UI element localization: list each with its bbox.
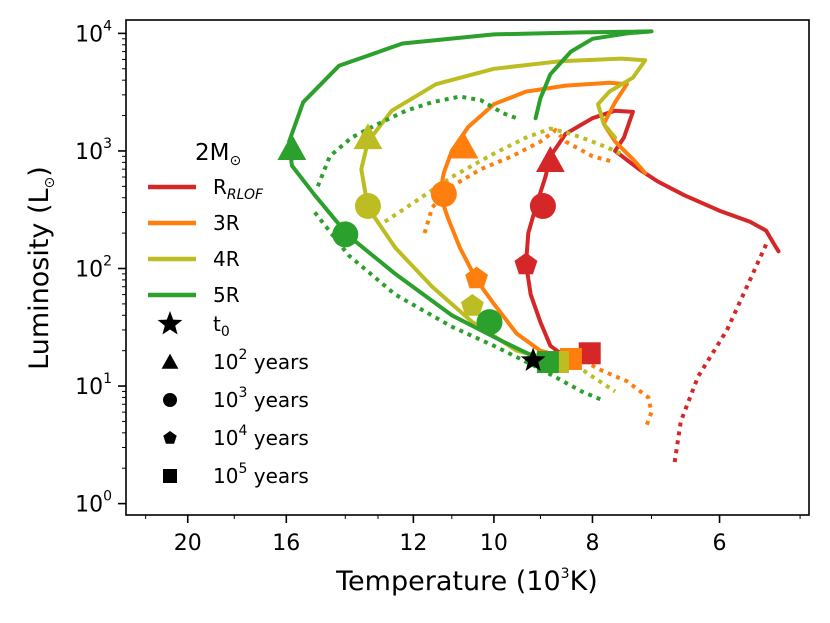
- x-tick-label: 6: [713, 531, 727, 556]
- y-tick-label: 102: [75, 254, 112, 283]
- y-tick-label: 101: [75, 371, 112, 400]
- series-5r-dotted-line: [315, 94, 518, 188]
- legend-square-icon: [163, 469, 177, 483]
- x-tick-label: 8: [585, 531, 599, 556]
- axis-layer: 20 16 12 10 8 6 100 101 102 103 104: [75, 18, 801, 556]
- legend-marker-label: 105 years: [213, 461, 309, 488]
- legend-label: 4R: [213, 247, 240, 271]
- series-4r-circle-marker: [354, 193, 381, 220]
- legend-label: RRLOF: [213, 175, 264, 203]
- series-5r-triangle-marker: [277, 134, 307, 160]
- series-r-rlof-pentagon-marker: [514, 252, 538, 275]
- series-5r-circle-marker: [476, 309, 503, 336]
- legend: 2M⊙ RRLOF 3R 4R 5R t0 102 years 103 years 104 ye…: [148, 140, 309, 488]
- x-tick-label: 16: [272, 531, 300, 556]
- series-5r-solid-line: [287, 29, 654, 365]
- legend-marker-label: 102 years: [213, 347, 309, 374]
- t0-star-marker: [520, 347, 546, 371]
- series-3r-pentagon-marker: [465, 266, 488, 289]
- series-4r-dotted-line: [383, 126, 622, 224]
- x-tick-label: 12: [399, 531, 427, 556]
- legend-marker-label: 104 years: [213, 423, 309, 450]
- legend-label: 3R: [213, 211, 240, 235]
- series-5r-circle-marker: [332, 221, 359, 248]
- series-3r-dotted2-line: [422, 127, 616, 234]
- y-axis-label: Luminosity (L⊙): [24, 166, 58, 370]
- legend-pentagon-icon: [163, 431, 177, 444]
- series-r-rlof-circle-marker: [529, 193, 556, 220]
- series-r-rlof-solid-line: [524, 108, 781, 356]
- legend-label: 5R: [213, 283, 240, 307]
- plot-frame: [125, 19, 810, 516]
- legend-triangle-icon: [161, 353, 179, 369]
- x-tick-label: 20: [174, 531, 202, 556]
- series-5r-dotted2-line: [313, 211, 605, 403]
- series-3r-triangle-marker: [449, 132, 479, 159]
- x-tick-label: 10: [480, 531, 508, 556]
- marker-layer: [277, 123, 601, 374]
- series-4r-pentagon-marker: [460, 294, 484, 316]
- y-tick-label: 104: [75, 18, 112, 47]
- y-tick-label: 103: [75, 136, 112, 165]
- series-4r-solid-line: [359, 56, 648, 361]
- legend-marker-label: 103 years: [213, 385, 309, 412]
- series-3r-dotted-line: [575, 354, 654, 430]
- x-axis-label: Temperature (103K): [335, 566, 598, 597]
- legend-title: 2M⊙: [195, 140, 241, 169]
- legend-marker-label: t0: [213, 312, 230, 340]
- y-tick-label: 100: [75, 489, 112, 518]
- series-r-rlof-triangle-marker: [535, 146, 565, 172]
- legend-circle-icon: [163, 393, 177, 407]
- series-4r-triangle-marker: [353, 123, 383, 150]
- series-layer: [287, 29, 781, 466]
- series-r-rlof-dotted-line: [672, 243, 768, 466]
- series-3r-solid-line: [437, 80, 648, 358]
- legend-star-icon: [157, 311, 183, 335]
- series-r-rlof-square-marker: [578, 342, 601, 365]
- series-4r-dotted2-line: [575, 363, 617, 394]
- series-3r-circle-marker: [430, 181, 457, 208]
